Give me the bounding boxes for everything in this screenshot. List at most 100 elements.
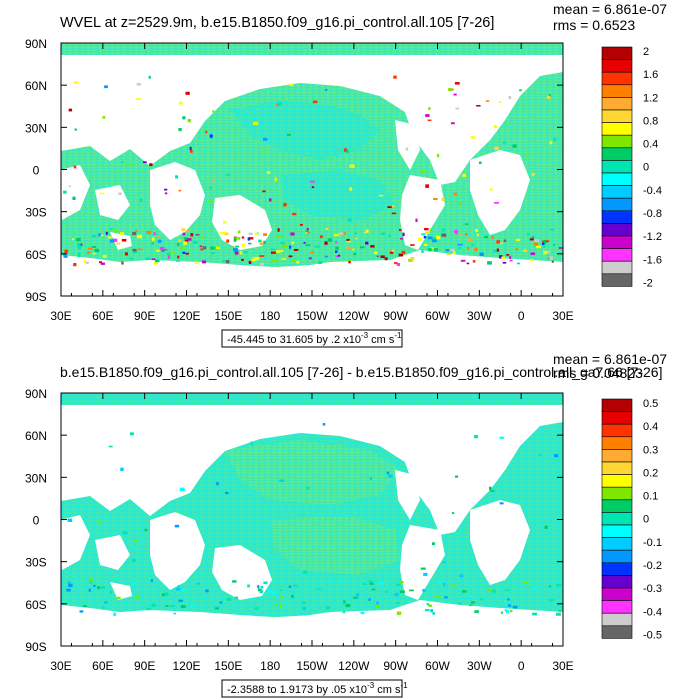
panel-2-map xyxy=(60,392,564,647)
colorbar-swatch xyxy=(601,423,633,438)
panel-1-ticks xyxy=(60,42,564,297)
lon-label: 150E xyxy=(214,309,242,323)
colorbar-label: -2 xyxy=(643,277,653,289)
colorbar-swatch xyxy=(601,449,633,463)
colorbar-swatch xyxy=(601,461,633,475)
colorbar-label: 2 xyxy=(643,46,649,58)
lon-label: 90E xyxy=(134,659,155,673)
lat-label: 90S xyxy=(25,290,46,304)
panel-1-map xyxy=(60,42,564,297)
panel-2-ticks xyxy=(60,392,564,647)
colorbar-swatch xyxy=(601,499,633,513)
panel-1-colorbar xyxy=(601,46,633,287)
colorbar-label: -0.1 xyxy=(643,537,662,549)
panel-2-colorbar-labels: 0.5 0.4 0.3 0.2 0.1 0 -0.1 -0.2 -0.3 -0.4 -0.5 xyxy=(643,398,662,641)
panel-1-lon-labels: 30E 60E 90E 120E 150E 180 150W 120W 90W 60W 30W 0 30… xyxy=(50,309,573,323)
panel-1-title: WVEL at z=2529.9m, b.e15.B1850.f09_g16.p… xyxy=(60,15,494,31)
panel-1-range-text: -45.445 to 31.605 by .2 x10 xyxy=(227,334,361,346)
lon-label: 150W xyxy=(296,659,328,673)
panel-2-range-box: -2.3588 to 1.9173 by .05 x10-3 cm s-1 xyxy=(221,679,408,698)
lon-label: 30W xyxy=(467,659,492,673)
lon-label: 30E xyxy=(50,659,71,673)
panel-1-range-units-exp: -1 xyxy=(394,331,402,340)
colorbar-swatch xyxy=(601,562,633,576)
lon-label: 120W xyxy=(338,659,370,673)
colorbar-swatch xyxy=(601,235,633,249)
lat-label: 0 xyxy=(33,514,40,528)
colorbar-swatch xyxy=(601,160,633,174)
panel-2-lat-labels: 90N 60N 30N 0 30S 60S 90S xyxy=(25,387,47,654)
colorbar-swatch xyxy=(601,398,633,412)
lon-label: 30W xyxy=(467,309,492,323)
panel-2-land xyxy=(60,405,563,646)
colorbar-label: -0.4 xyxy=(643,606,662,618)
lon-label: 90W xyxy=(383,659,408,673)
colorbar-swatch xyxy=(601,512,633,526)
colorbar-label: 0.4 xyxy=(643,421,658,433)
colorbar-label: 0.4 xyxy=(643,139,658,151)
colorbar-label: -0.3 xyxy=(643,583,662,595)
lat-label: 60N xyxy=(25,79,47,93)
panel-1-lat-labels: 90N 60N 30N 0 30S 60S 90S xyxy=(25,37,47,304)
colorbar-swatch xyxy=(601,185,633,199)
lon-label: 120E xyxy=(172,309,200,323)
lon-label: 30E xyxy=(552,659,573,673)
colorbar-label: 0.1 xyxy=(643,491,658,503)
colorbar-swatch xyxy=(601,84,633,98)
colorbar-label: -0.5 xyxy=(643,629,662,641)
colorbar-swatch xyxy=(601,549,633,564)
colorbar-swatch xyxy=(601,600,633,614)
colorbar-label: 0 xyxy=(643,514,649,526)
colorbar-swatch xyxy=(601,147,633,161)
colorbar-swatch xyxy=(601,109,633,123)
lon-label: 60W xyxy=(425,659,450,673)
colorbar-swatch xyxy=(601,587,633,601)
panel-1-colorbar-labels: 2 1.6 1.2 0.8 0.4 0 -0.4 -0.8 -1.2 -1.6 -2 xyxy=(643,46,662,289)
colorbar-swatch xyxy=(601,575,633,589)
lat-label: 60S xyxy=(25,248,46,262)
lon-label: 30E xyxy=(552,309,573,323)
lon-label: 150E xyxy=(214,659,242,673)
panel-1-range-units: cm s xyxy=(368,334,395,346)
panel-2-colorbar xyxy=(601,398,633,639)
lon-label: 0 xyxy=(518,659,525,673)
colorbar-swatch xyxy=(601,411,633,425)
colorbar-label: -1.6 xyxy=(643,254,662,266)
lat-label: 90N xyxy=(25,387,47,401)
lon-label: 180 xyxy=(260,659,280,673)
lat-label: 30N xyxy=(25,471,47,485)
panel-2-speckles xyxy=(66,423,562,616)
colorbar-swatch xyxy=(601,97,633,111)
panel-1-rms: rms = 0.6523 xyxy=(553,17,635,33)
lat-label: 30S xyxy=(25,206,46,220)
colorbar-swatch xyxy=(601,59,633,73)
lon-label: 150W xyxy=(296,309,328,323)
colorbar-swatch xyxy=(601,524,633,538)
colorbar-swatch xyxy=(601,248,633,262)
colorbar-swatch xyxy=(601,612,633,627)
lon-label: 120W xyxy=(338,309,370,323)
lat-label: 60S xyxy=(25,598,46,612)
lat-label: 30S xyxy=(25,556,46,570)
panel-1-range-box: -45.445 to 31.605 by .2 x10-3 cm s-1 xyxy=(221,329,403,348)
panel-2-rms: rms = 0.04823 xyxy=(553,365,643,381)
colorbar-label: 0.3 xyxy=(643,444,658,456)
panel-2-range-exp: -3 xyxy=(367,681,375,690)
colorbar-swatch xyxy=(601,474,633,488)
lon-label: 30E xyxy=(50,309,71,323)
colorbar-label: 0.8 xyxy=(643,115,658,127)
lat-label: 0 xyxy=(33,164,40,178)
lon-label: 60W xyxy=(425,309,450,323)
colorbar-swatch xyxy=(601,436,633,450)
panel-1-speckles xyxy=(63,75,563,267)
colorbar-label: -0.8 xyxy=(643,208,662,220)
panel-1: WVEL at z=2529.9m, b.e15.B1850.f09_g16.p… xyxy=(25,1,667,348)
colorbar-swatch xyxy=(601,71,633,86)
panel-2-range-text: -2.3588 to 1.9173 by .05 x10 xyxy=(227,684,367,696)
panel-2-range-units-exp: -1 xyxy=(400,681,408,690)
panel-2-mean: mean = 6.861e-07 xyxy=(553,351,667,367)
lon-label: 60E xyxy=(92,309,113,323)
panel-2-range-units: cm s xyxy=(374,684,401,696)
colorbar-label: -1.2 xyxy=(643,231,662,243)
